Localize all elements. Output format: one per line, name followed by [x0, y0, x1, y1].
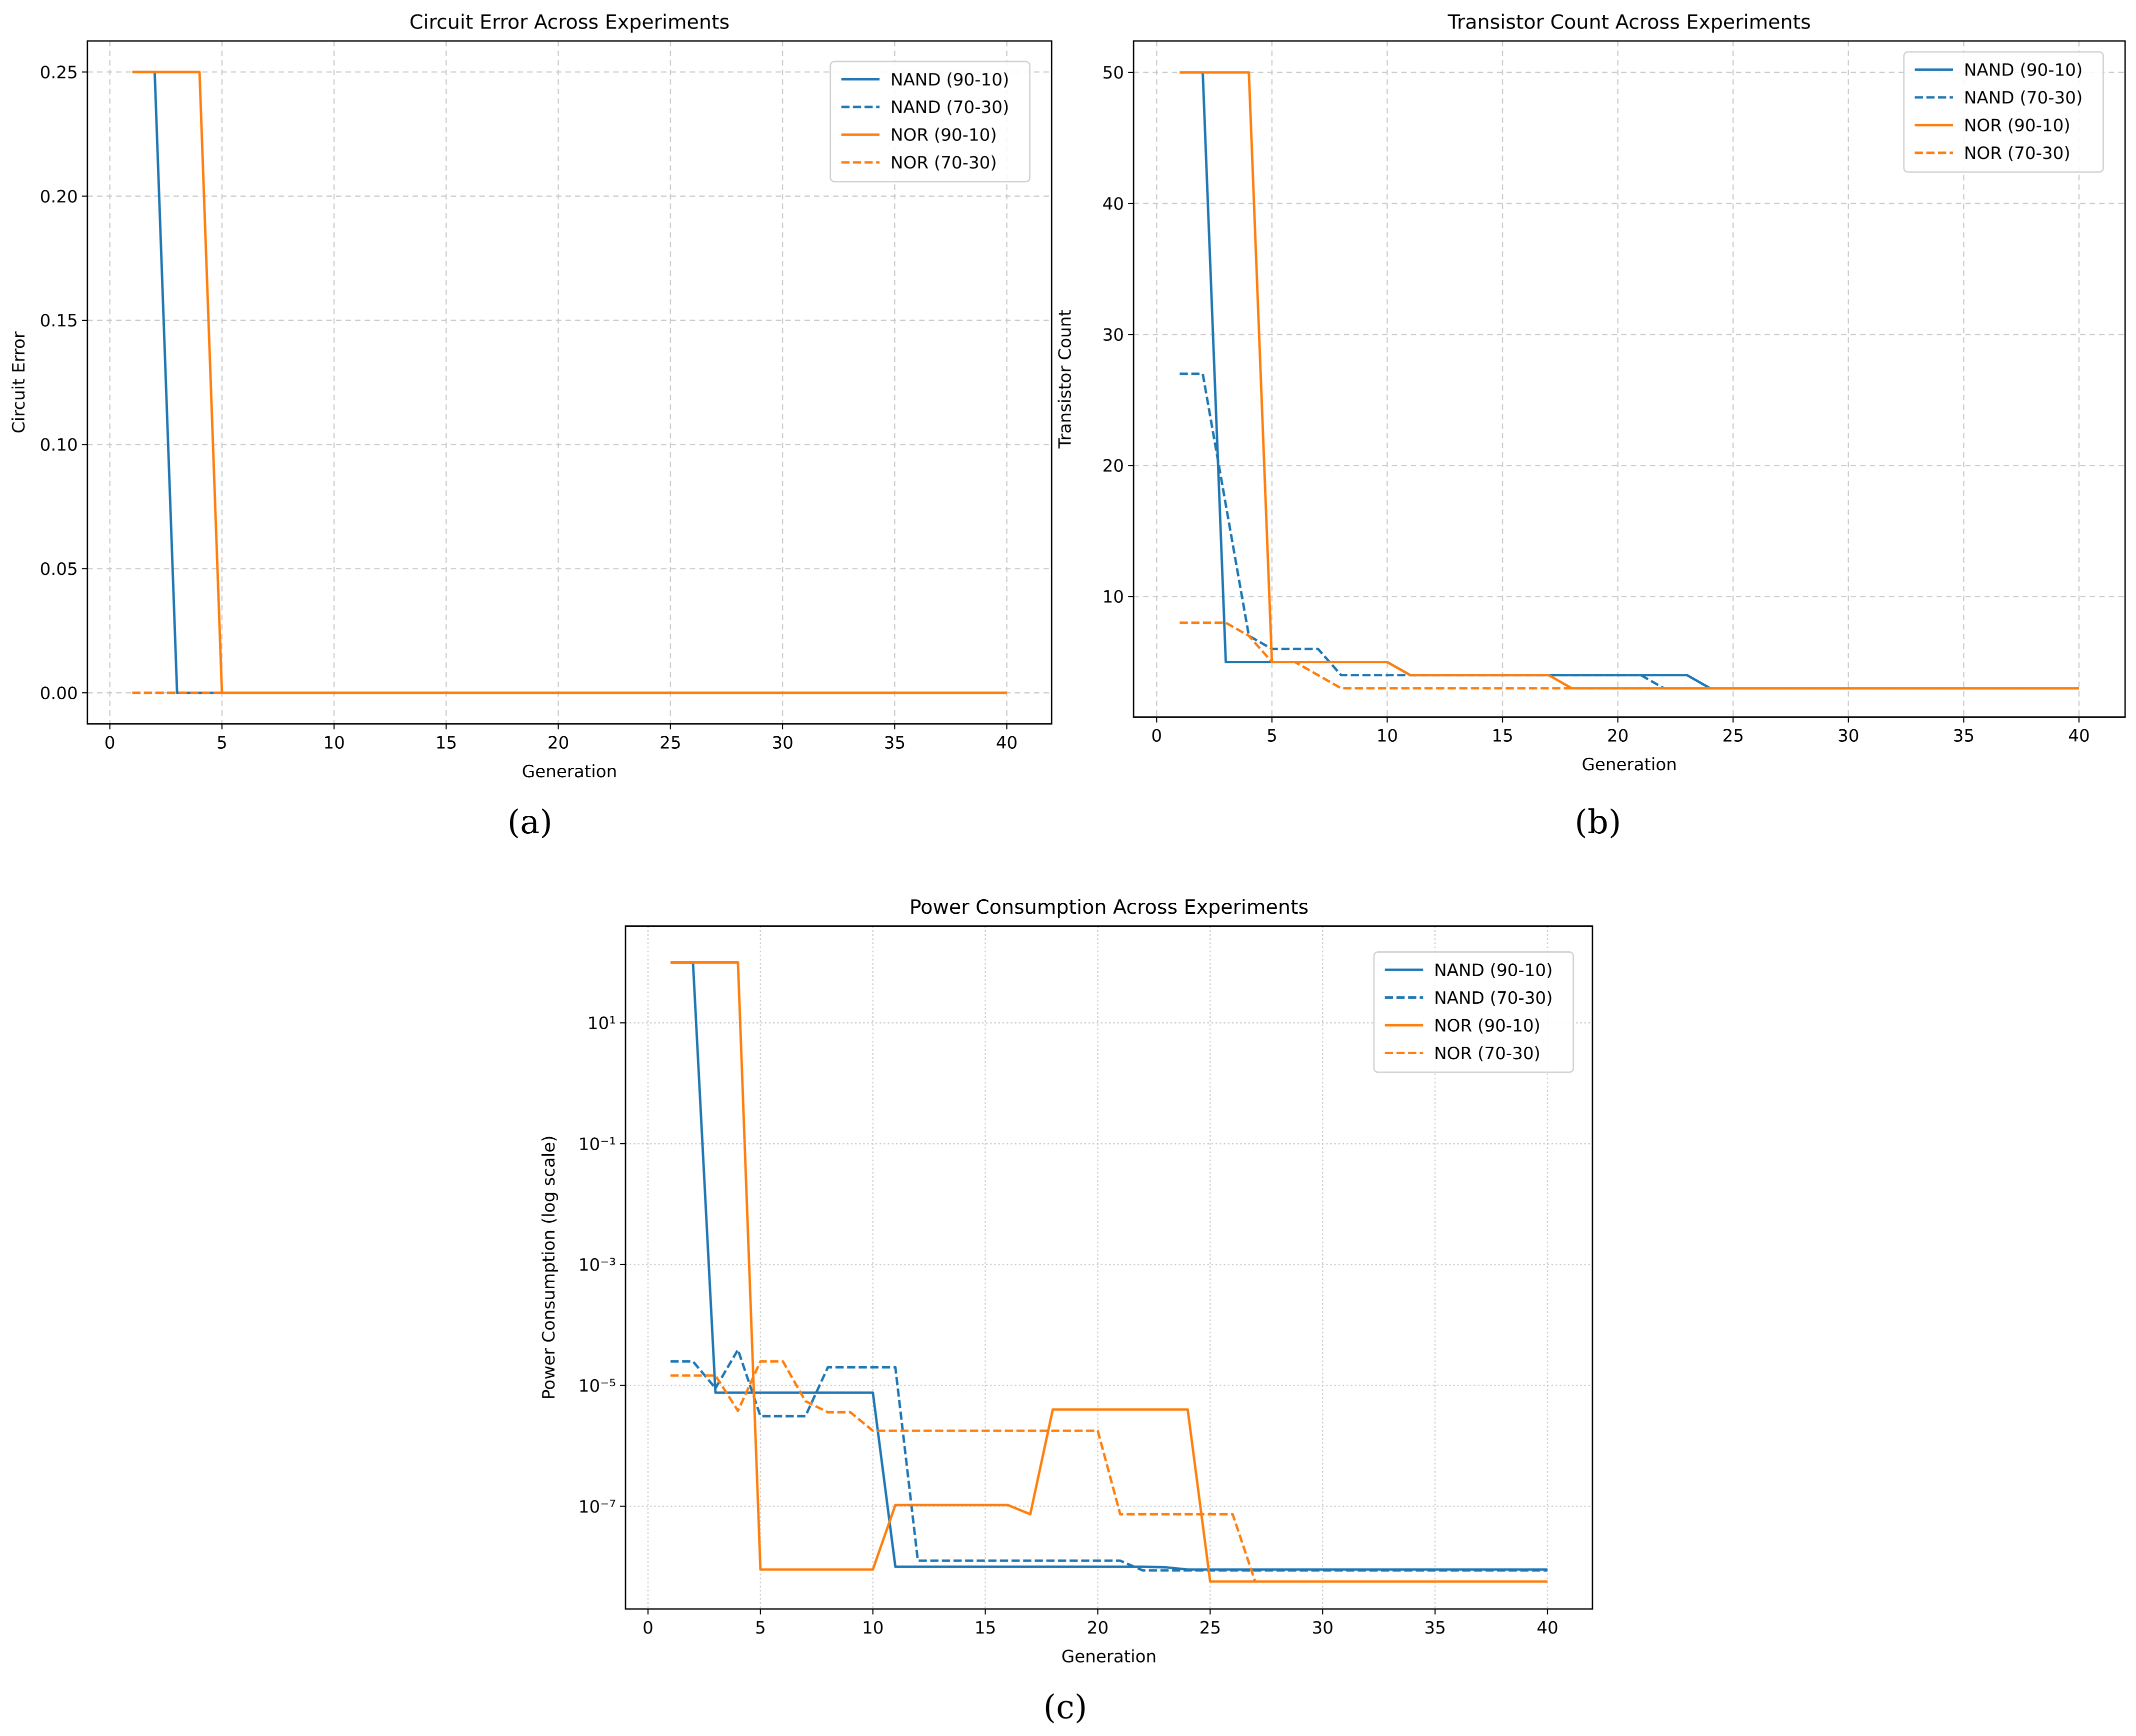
y-axis-label: Circuit Error	[9, 331, 29, 433]
y-tick-label: 10⁻³	[578, 1255, 616, 1275]
legend-box	[1373, 951, 1574, 1073]
x-tick-label: 30	[1312, 1618, 1334, 1638]
x-tick-label: 0	[642, 1618, 654, 1638]
legend-label: NAND (70-30)	[890, 97, 1009, 117]
plot-frame	[1132, 40, 2126, 718]
y-tick-label: 10¹	[588, 1014, 616, 1034]
legend-box	[830, 60, 1030, 182]
x-tick-label: 5	[755, 1618, 766, 1638]
x-tick-label: 35	[884, 733, 906, 753]
y-tick-label: 0.00	[40, 683, 78, 703]
x-tick-label: 25	[1722, 726, 1744, 746]
x-tick-label: 30	[772, 733, 793, 753]
y-tick-label: 0.25	[40, 62, 78, 82]
plot-frame	[86, 40, 1052, 725]
x-tick-label: 25	[1200, 1618, 1221, 1638]
x-axis-label: Generation	[1062, 1647, 1156, 1667]
x-tick-label: 20	[1087, 1618, 1108, 1638]
x-tick-label: 10	[323, 733, 344, 753]
chart-title: Circuit Error Across Experiments	[410, 10, 730, 33]
x-tick-label: 5	[1266, 726, 1278, 746]
legend-label: NOR (70-30)	[1434, 1044, 1540, 1064]
y-tick-label: 50	[1102, 63, 1124, 83]
chart-title: Power Consumption Across Experiments	[910, 896, 1308, 919]
legend-label: NAND (90-10)	[890, 70, 1009, 90]
x-tick-label: 30	[1838, 726, 1859, 746]
plot-frame	[624, 925, 1594, 1610]
x-tick-label: 15	[974, 1618, 996, 1638]
x-tick-label: 20	[1607, 726, 1628, 746]
x-tick-label: 35	[1424, 1618, 1446, 1638]
y-axis-label: Power Consumption (log scale)	[539, 1135, 559, 1400]
y-tick-label: 10⁻⁷	[578, 1497, 616, 1517]
legend-label: NOR (90-10)	[890, 125, 997, 145]
x-tick-label: 35	[1953, 726, 1974, 746]
series-line-nand-90-10	[670, 961, 1548, 1571]
x-tick-label: 15	[436, 733, 457, 753]
caption-c: (c)	[1043, 1688, 1088, 1727]
series-line-nor-70-30	[670, 1360, 1548, 1583]
y-axis-label: Transistor Count	[1056, 309, 1076, 449]
y-tick-label: 20	[1102, 456, 1124, 476]
x-axis-label: Generation	[1582, 755, 1676, 775]
legend-label: NAND (70-30)	[1434, 988, 1552, 1008]
y-tick-label: 0.20	[40, 187, 78, 207]
legend-label: NAND (90-10)	[1434, 960, 1552, 980]
legend-label: NAND (90-10)	[1964, 60, 2082, 80]
y-tick-label: 10⁻¹	[578, 1134, 616, 1154]
legend-label: NOR (70-30)	[1964, 143, 2070, 163]
x-tick-label: 0	[104, 733, 116, 753]
y-tick-label: 10	[1102, 587, 1124, 607]
series-line-nand-70-30	[670, 1348, 1548, 1572]
y-tick-label: 40	[1102, 194, 1124, 214]
y-tick-label: 0.10	[40, 435, 78, 455]
x-tick-label: 20	[548, 733, 569, 753]
series-line-nor-70-30	[1180, 621, 2079, 690]
x-tick-label: 5	[216, 733, 228, 753]
x-tick-label: 25	[660, 733, 681, 753]
legend-box	[1903, 51, 2104, 173]
y-tick-label: 0.05	[40, 559, 78, 579]
chart-title: Transistor Count Across Experiments	[1448, 10, 1811, 33]
legend-label: NOR (90-10)	[1964, 116, 2070, 136]
x-tick-label: 0	[1151, 726, 1162, 746]
y-tick-label: 30	[1102, 325, 1124, 345]
x-tick-label: 15	[1492, 726, 1513, 746]
x-tick-label: 10	[1376, 726, 1398, 746]
x-tick-label: 40	[2068, 726, 2090, 746]
caption-a: (a)	[507, 803, 552, 842]
legend-label: NAND (70-30)	[1964, 88, 2082, 108]
legend-label: NOR (90-10)	[1434, 1016, 1540, 1036]
x-tick-label: 10	[862, 1618, 884, 1638]
x-tick-label: 40	[996, 733, 1018, 753]
y-tick-label: 10⁻⁵	[578, 1376, 616, 1396]
x-axis-label: Generation	[522, 762, 617, 782]
legend-label: NOR (70-30)	[890, 153, 997, 173]
x-tick-label: 40	[1536, 1618, 1558, 1638]
y-tick-label: 0.15	[40, 311, 78, 331]
series-line-nor-90-10	[670, 961, 1548, 1583]
caption-b: (b)	[1574, 803, 1622, 842]
